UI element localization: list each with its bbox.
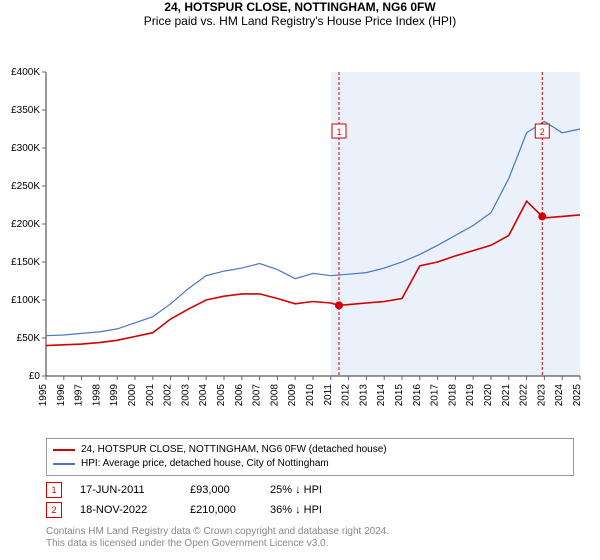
y-tick-label: £250K: [11, 181, 40, 192]
x-tick-label: 2004: [198, 384, 209, 407]
x-tick-label: 2022: [519, 384, 530, 407]
y-tick-label: £100K: [11, 295, 40, 306]
x-tick-label: 2014: [376, 384, 387, 407]
svg-text:1: 1: [336, 127, 341, 137]
event-row: 1 17-JUN-2011£93,00025% ↓ HPI: [46, 480, 574, 500]
chart-subtitle: Price paid vs. HM Land Registry's House …: [0, 14, 600, 28]
x-tick-label: 2005: [216, 384, 227, 407]
event-note: 36% ↓ HPI: [270, 504, 322, 516]
x-tick-label: 2011: [323, 384, 334, 406]
legend-swatch: [53, 449, 75, 451]
legend-swatch: [53, 463, 75, 465]
x-tick-label: 2000: [127, 384, 138, 407]
legend-item: 24, HOTSPUR CLOSE, NOTTINGHAM, NG6 0FW (…: [53, 443, 567, 457]
x-tick-label: 2017: [430, 384, 441, 407]
x-tick-label: 2021: [501, 384, 512, 407]
y-tick-label: £400K: [11, 67, 40, 78]
legend-item: HPI: Average price, detached house, City…: [53, 457, 567, 471]
svg-text:2: 2: [540, 127, 545, 137]
x-tick-label: 2023: [536, 384, 547, 407]
x-tick-label: 2015: [394, 384, 405, 407]
event-date: 17-JUN-2011: [80, 484, 190, 496]
x-tick-label: 2012: [341, 384, 352, 407]
x-tick-label: 2013: [358, 384, 369, 407]
legend-label: 24, HOTSPUR CLOSE, NOTTINGHAM, NG6 0FW (…: [81, 443, 387, 457]
footer-line1: Contains HM Land Registry data © Crown c…: [46, 526, 574, 538]
y-tick-label: £200K: [11, 219, 40, 230]
x-tick-label: 2010: [305, 384, 316, 407]
x-tick-label: 2025: [572, 384, 583, 407]
chart-title: 24, HOTSPUR CLOSE, NOTTINGHAM, NG6 0FW: [0, 0, 600, 14]
y-tick-label: £50K: [17, 333, 41, 344]
event-date: 18-NOV-2022: [80, 504, 190, 516]
x-tick-label: 2007: [252, 384, 263, 407]
event-id-marker: 1: [46, 482, 62, 498]
x-tick-label: 2018: [447, 384, 458, 407]
event-price: £210,000: [190, 504, 270, 516]
x-tick-label: 2001: [145, 384, 156, 407]
event-label-marker: 1: [332, 124, 346, 138]
y-tick-label: £300K: [11, 143, 40, 154]
x-tick-label: 2002: [163, 384, 174, 407]
footer-line2: This data is licensed under the Open Gov…: [46, 538, 574, 550]
y-tick-label: £0: [29, 371, 41, 382]
x-tick-label: 2019: [465, 384, 476, 407]
event-label-marker: 2: [535, 124, 549, 138]
events-table: 1 17-JUN-2011£93,00025% ↓ HPI 2 18-NOV-2022…: [46, 480, 574, 520]
x-tick-label: 2006: [234, 384, 245, 407]
x-tick-label: 2020: [483, 384, 494, 407]
event-note: 25% ↓ HPI: [270, 484, 322, 496]
x-tick-label: 2024: [554, 384, 565, 407]
x-tick-label: 1998: [91, 384, 102, 407]
y-tick-label: £350K: [11, 105, 40, 116]
x-tick-label: 1996: [56, 384, 67, 407]
x-tick-label: 1999: [109, 384, 120, 407]
legend-label: HPI: Average price, detached house, City…: [81, 457, 329, 471]
x-tick-label: 1995: [38, 384, 49, 407]
event-row: 2 18-NOV-2022£210,00036% ↓ HPI: [46, 500, 574, 520]
event-id-marker: 2: [46, 502, 62, 518]
x-tick-label: 2008: [269, 384, 280, 407]
legend: 24, HOTSPUR CLOSE, NOTTINGHAM, NG6 0FW (…: [46, 438, 574, 476]
x-tick-label: 2016: [412, 384, 423, 407]
event-dot: [538, 212, 546, 220]
chart-area: £0 £50K £100K £150K £200K £250K £300K £350K £400…: [0, 32, 600, 432]
x-tick-label: 2003: [180, 384, 191, 407]
event-dot: [335, 301, 343, 309]
event-price: £93,000: [190, 484, 270, 496]
x-tick-label: 2009: [287, 384, 298, 407]
y-tick-label: £150K: [11, 257, 40, 268]
footer: Contains HM Land Registry data © Crown c…: [46, 526, 574, 550]
chart-svg: £0 £50K £100K £150K £200K £250K £300K £350K £400…: [0, 32, 600, 432]
x-tick-label: 1997: [74, 384, 85, 407]
